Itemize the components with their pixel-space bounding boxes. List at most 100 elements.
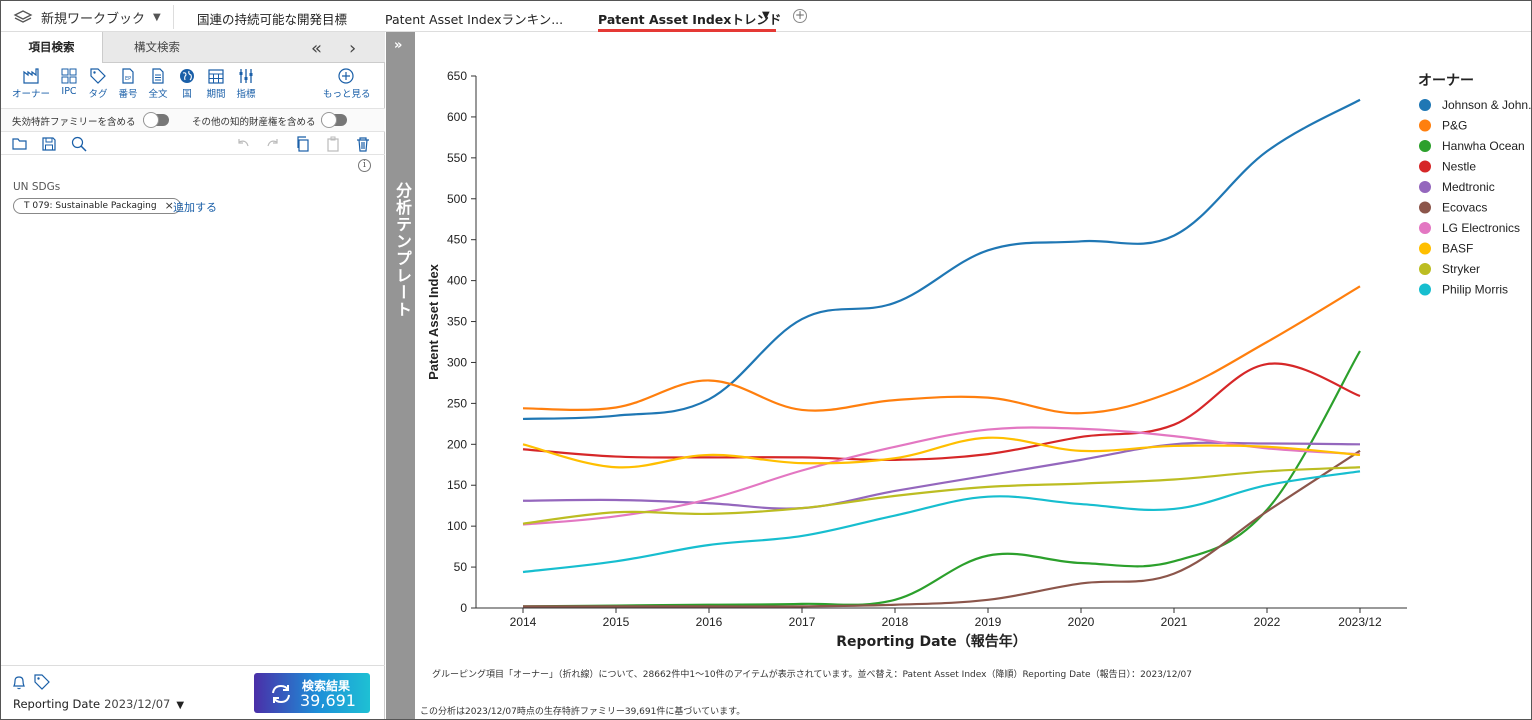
refresh-icon bbox=[272, 684, 290, 704]
active-tab-indicator bbox=[598, 29, 776, 32]
y-tick-label: 150 bbox=[447, 478, 467, 492]
paste-icon[interactable] bbox=[325, 136, 341, 152]
tool-period[interactable]: 期間 bbox=[196, 68, 236, 100]
search-results-button[interactable]: 検索結果 39,691 bbox=[254, 673, 370, 713]
plus-circle-icon bbox=[338, 68, 354, 84]
legend-label[interactable]: Philip Morris bbox=[1442, 283, 1508, 297]
tool-owner[interactable]: オーナー bbox=[11, 68, 51, 100]
tool-number-label: 番号 bbox=[118, 89, 138, 100]
chip-remove-icon[interactable]: × bbox=[164, 199, 174, 212]
redo-icon[interactable] bbox=[265, 136, 281, 152]
series-line-7[interactable] bbox=[522, 436, 1361, 469]
series-line-2[interactable] bbox=[522, 350, 1361, 608]
toggle-expired-families[interactable] bbox=[143, 112, 169, 128]
legend-label[interactable]: Nestle bbox=[1442, 160, 1476, 174]
y-tick-label: 500 bbox=[447, 192, 467, 206]
tool-fulltext[interactable]: 全文 bbox=[138, 68, 178, 100]
legend-swatch[interactable] bbox=[1419, 160, 1431, 173]
document-number-icon: EP bbox=[122, 68, 134, 84]
y-tick-label: 200 bbox=[447, 437, 467, 451]
workbook-menu[interactable]: 新規ワークブック ▼ bbox=[13, 7, 161, 27]
legend-label[interactable]: Hanwha Ocean bbox=[1442, 139, 1525, 153]
tool-tag[interactable]: タグ bbox=[78, 68, 118, 100]
info-icon[interactable]: i bbox=[358, 159, 371, 172]
x-tick-label: 2016 bbox=[696, 615, 723, 629]
legend-swatch[interactable] bbox=[1419, 140, 1431, 152]
tool-more-label: もっと見る bbox=[323, 89, 371, 100]
grid-icon bbox=[61, 68, 77, 84]
y-tick-label: 350 bbox=[447, 315, 467, 329]
legend-label[interactable]: Stryker bbox=[1442, 262, 1480, 276]
legend-label[interactable]: Ecovacs bbox=[1442, 201, 1487, 215]
legend-swatch[interactable] bbox=[1419, 263, 1431, 275]
reporting-date-selector[interactable]: Reporting Date 2023/12/07 ▼ bbox=[13, 697, 184, 711]
series-line-0[interactable] bbox=[522, 98, 1361, 421]
series-line-6[interactable] bbox=[522, 426, 1361, 526]
tool-ipc[interactable]: IPC bbox=[49, 68, 89, 97]
series-line-8[interactable] bbox=[522, 466, 1361, 525]
reporting-date-value: 2023/12/07 bbox=[104, 697, 171, 711]
legend-swatch[interactable] bbox=[1419, 99, 1431, 111]
y-tick-label: 650 bbox=[447, 69, 467, 83]
sdg-field-label: UN SDGs bbox=[13, 181, 61, 193]
chevron-down-icon: ▼ bbox=[153, 11, 161, 23]
search-panel: 項目検索 構文検索 « › オーナー IPC タグ EP 番号 全文 国 bbox=[1, 32, 385, 719]
legend-label[interactable]: Johnson & John... bbox=[1442, 98, 1531, 112]
expand-icon[interactable]: » bbox=[394, 38, 403, 53]
tool-country[interactable]: 国 bbox=[167, 68, 207, 100]
tab-field-search[interactable]: 項目検索 bbox=[1, 32, 103, 63]
analysis-template-strip[interactable]: » 分析テンプレート bbox=[386, 32, 415, 719]
y-axis-title: Patent Asset Index bbox=[426, 263, 441, 380]
tab-syntax-search[interactable]: 構文検索 bbox=[134, 40, 180, 54]
add-filter-link[interactable]: 追加する bbox=[173, 201, 217, 214]
caret-down-icon[interactable]: ▼ bbox=[762, 10, 770, 21]
x-tick-label: 2023/12 bbox=[1338, 615, 1382, 629]
legend-label[interactable]: P&G bbox=[1442, 119, 1467, 133]
series-line-1[interactable] bbox=[522, 285, 1361, 415]
x-tick-label: 2022 bbox=[1254, 615, 1281, 629]
legend-swatch[interactable] bbox=[1419, 181, 1431, 193]
workbook-stack-icon bbox=[13, 10, 33, 23]
tool-number[interactable]: EP 番号 bbox=[108, 68, 148, 100]
document-text-icon bbox=[152, 68, 164, 84]
legend-label[interactable]: LG Electronics bbox=[1442, 221, 1520, 235]
add-tab-button[interactable]: + bbox=[793, 8, 807, 23]
y-tick-label: 100 bbox=[447, 519, 467, 533]
line-chart: 0 50 100 150 200 250 300 350 400 450 500 550 600 650 2… bbox=[426, 69, 1531, 650]
tool-more[interactable]: もっと見る bbox=[323, 68, 371, 100]
toggle-other-ip-label: その他の知的財産権を含める bbox=[192, 117, 316, 128]
legend-label[interactable]: Medtronic bbox=[1442, 180, 1495, 194]
legend-swatch[interactable] bbox=[1419, 119, 1431, 132]
tab-pai-trend[interactable]: Patent Asset Indexトレンド bbox=[598, 12, 782, 27]
series-line-3[interactable] bbox=[522, 362, 1361, 462]
tag-outline-icon[interactable] bbox=[34, 674, 50, 690]
x-tick-label: 2017 bbox=[789, 615, 816, 629]
tool-indicator[interactable]: 指標 bbox=[226, 68, 266, 100]
y-tick-label: 50 bbox=[454, 560, 468, 574]
chip-label: T 079: Sustainable Packaging bbox=[24, 201, 157, 211]
folder-open-icon[interactable] bbox=[12, 136, 28, 152]
legend-swatch[interactable] bbox=[1419, 242, 1431, 255]
bell-icon[interactable] bbox=[12, 674, 26, 690]
legend-swatch[interactable] bbox=[1419, 283, 1431, 296]
tool-period-label: 期間 bbox=[206, 89, 226, 100]
copy-icon[interactable] bbox=[295, 136, 311, 152]
collapse-panel-icon[interactable]: « bbox=[311, 38, 323, 59]
series-line-4[interactable] bbox=[522, 441, 1361, 510]
chevron-right-icon[interactable]: › bbox=[349, 38, 357, 59]
tab-un-sdgs[interactable]: 国連の持続可能な開発目標 bbox=[197, 12, 348, 27]
search-zoom-icon[interactable] bbox=[71, 136, 87, 152]
basis-note: この分析は2023/12/07時点の生存特許ファミリー39,691件に基づいてい… bbox=[420, 707, 746, 717]
legend-swatch[interactable] bbox=[1419, 222, 1431, 234]
series-line-9[interactable] bbox=[522, 470, 1361, 574]
toggle-other-ip[interactable] bbox=[321, 112, 347, 128]
tool-tag-label: タグ bbox=[88, 89, 108, 100]
tab-pai-ranking[interactable]: Patent Asset Indexランキン... bbox=[385, 12, 564, 27]
undo-icon[interactable] bbox=[235, 136, 251, 152]
legend-label[interactable]: BASF bbox=[1442, 242, 1473, 256]
series-line-5[interactable] bbox=[522, 449, 1361, 608]
legend-swatch[interactable] bbox=[1419, 201, 1431, 214]
trash-icon[interactable] bbox=[355, 136, 371, 152]
save-icon[interactable] bbox=[41, 136, 57, 152]
query-actions bbox=[1, 133, 385, 155]
